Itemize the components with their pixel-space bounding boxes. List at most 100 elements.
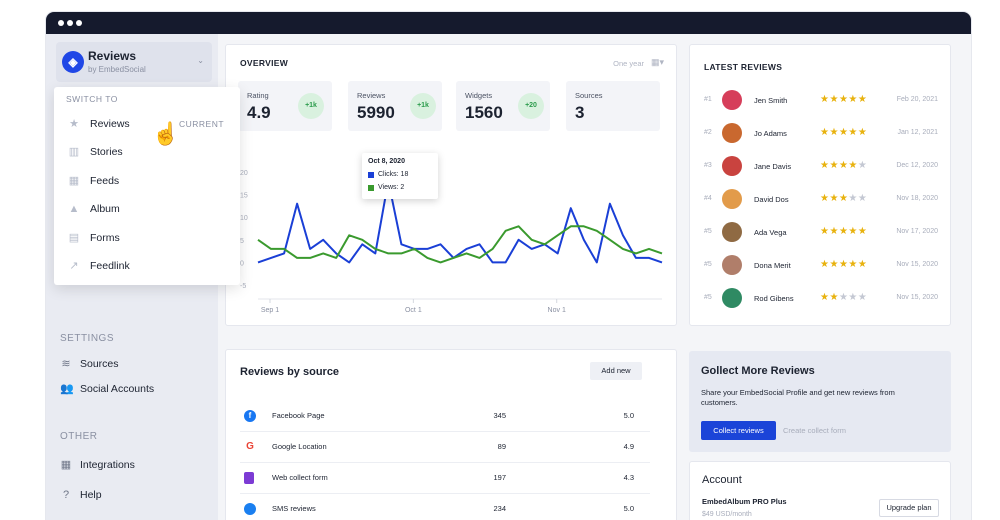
sidebar-item-help[interactable]: ? Help	[60, 486, 102, 504]
sidebar-item-integrations[interactable]: ▦ Integrations	[60, 456, 135, 474]
window-dot-icon	[58, 20, 64, 26]
menu-item-stories[interactable]: ▥ Stories	[68, 144, 228, 160]
menu-item-forms[interactable]: ▤ Forms	[68, 230, 228, 246]
sidebar-item-sources[interactable]: ≋ Sources	[60, 355, 118, 373]
x-tick-label: Oct 1	[405, 307, 422, 314]
product-subtitle: by EmbedSocial	[88, 65, 146, 74]
current-badge: CURRENT	[179, 119, 225, 129]
y-tick-label: 0	[240, 260, 244, 267]
star-icon: ★	[829, 193, 839, 204]
chevron-down-icon: ⌄	[197, 56, 204, 65]
menu-item-album[interactable]: ▲ Album	[68, 201, 228, 217]
star-icon: ★	[857, 94, 868, 105]
form-icon	[244, 472, 254, 484]
avatar	[722, 156, 742, 176]
settings-section-label: SETTINGS	[60, 333, 115, 344]
source-count: 345	[493, 411, 506, 420]
source-name: SMS reviews	[272, 504, 316, 513]
overview-line-chart: 20 15 10 5 0 -5 Sep 1 Oct 1 Nov 1	[240, 170, 663, 314]
menu-item-label: Stories	[90, 146, 123, 158]
sidebar-item-label: Help	[80, 489, 102, 501]
google-icon: G	[246, 441, 254, 452]
star-icon: ★	[838, 127, 849, 138]
menu-item-reviews[interactable]: ★ Reviews	[68, 116, 228, 132]
create-collect-form-link[interactable]: Create collect form	[783, 426, 846, 435]
star-icon: ★	[857, 127, 868, 138]
calendar-icon[interactable]: ▦▾	[650, 57, 664, 67]
product-switcher[interactable]: ◈ Reviews by EmbedSocial ⌄	[56, 42, 212, 82]
source-count: 234	[493, 504, 506, 513]
star-icon: ★	[838, 160, 849, 171]
reviewer-name: Dona Merit	[754, 261, 791, 270]
sidebar-item-social-accounts[interactable]: 👥 Social Accounts	[60, 380, 154, 398]
feedlink-icon: ↗	[69, 260, 79, 272]
star-icon: ★	[829, 127, 839, 138]
star-rating: ★★★★★	[820, 259, 867, 270]
star-rating: ★★★★★	[820, 193, 867, 204]
switch-product-menu: SWITCH TO ★ Reviews CURRENT ☝ ▥ Stories …	[54, 87, 240, 285]
review-date: Nov 17, 2020	[896, 228, 938, 235]
source-name: Facebook Page	[272, 411, 325, 420]
review-row[interactable]: #1 Jen Smith ★★★★★ Feb 20, 2021	[704, 90, 938, 112]
reviewer-name: Jen Smith	[754, 96, 788, 105]
grid-icon: ▦	[60, 459, 72, 471]
review-date: Nov 18, 2020	[896, 195, 938, 202]
x-tick-label: Nov 1	[548, 307, 566, 314]
avatar	[722, 123, 742, 143]
tooltip-views: Views: 2	[368, 184, 404, 191]
avatar	[722, 90, 742, 110]
other-section-label: OTHER	[60, 431, 98, 442]
review-row[interactable]: #5 Ada Vega ★★★★★ Nov 17, 2020	[704, 222, 938, 244]
latest-reviews-card: LATEST REVIEWS #1 Jen Smith ★★★★★ Feb 20, 2…	[689, 44, 951, 326]
source-rating: 4.3	[623, 473, 634, 482]
stat-badge: +20	[518, 93, 544, 119]
tooltip-clicks-text: Clicks: 18	[378, 171, 409, 178]
account-card: Account EmbedAlbum PRO Plus $49 USD/mont…	[689, 461, 951, 520]
overview-card: OVERVIEW One year ▦▾ Rating 4.9 +1k Revi…	[225, 44, 677, 326]
review-row[interactable]: #2 Jo Adams ★★★★★ Jan 12, 2021	[704, 123, 938, 145]
tooltip-views-text: Views: 2	[378, 184, 405, 191]
review-date: Nov 15, 2020	[896, 261, 938, 268]
reviewer-name: Jo Adams	[754, 129, 787, 138]
star-icon: ★	[857, 292, 868, 303]
date-range-select[interactable]: One year	[613, 59, 644, 68]
stat-widgets: Widgets 1560 +20	[456, 81, 550, 131]
upgrade-plan-button[interactable]: Upgrade plan	[879, 499, 939, 517]
menu-item-label: Forms	[90, 232, 120, 244]
review-row[interactable]: #4 David Dos ★★★★★ Nov 18, 2020	[704, 189, 938, 211]
sms-icon	[244, 503, 256, 515]
menu-item-label: Feeds	[90, 175, 120, 187]
star-icon: ★	[848, 292, 858, 303]
stat-value: 3	[575, 103, 585, 122]
table-row[interactable]: SMS reviews 234 5.0	[240, 495, 650, 520]
stat-label: Reviews	[357, 91, 386, 100]
tooltip-date: Oct 8, 2020	[368, 158, 405, 165]
hand-cursor-icon: ☝	[152, 121, 180, 146]
table-row[interactable]: Web collect form 197 4.3	[240, 464, 650, 494]
y-tick-label: 10	[240, 215, 248, 222]
review-date: Jan 12, 2021	[897, 129, 938, 136]
source-count: 89	[497, 442, 506, 451]
stat-value: 1560	[465, 103, 503, 122]
chart-tooltip: Oct 8, 2020 Clicks: 18 Views: 2	[362, 153, 438, 199]
star-rating: ★★★★★	[820, 127, 867, 138]
review-rank: #3	[704, 162, 712, 169]
stat-sources: Sources 3	[566, 81, 660, 131]
table-row[interactable]: G Google Location 89 4.9	[240, 433, 650, 463]
sidebar-item-label: Social Accounts	[80, 383, 155, 395]
star-icon: ★	[820, 94, 830, 105]
star-icon: ★	[848, 259, 858, 270]
review-row[interactable]: #3 Jane Davis ★★★★★ Dec 12, 2020	[704, 156, 938, 178]
stat-label: Rating	[247, 91, 269, 100]
menu-item-feeds[interactable]: ▦ Feeds	[68, 173, 228, 189]
layers-icon: ≋	[61, 358, 71, 370]
table-row[interactable]: f Facebook Page 345 5.0	[240, 402, 650, 432]
add-new-button[interactable]: Add new	[590, 362, 642, 380]
review-row[interactable]: #5 Dona Merit ★★★★★ Nov 15, 2020	[704, 255, 938, 277]
menu-item-feedlink[interactable]: ↗ Feedlink	[68, 258, 228, 274]
help-icon: ?	[62, 489, 70, 501]
star-icon: ★	[820, 193, 830, 204]
review-row[interactable]: #5 Rod Gibens ★★★★★ Nov 15, 2020	[704, 288, 938, 310]
collect-reviews-button[interactable]: Collect reviews	[701, 421, 776, 440]
account-title: Account	[702, 474, 742, 486]
